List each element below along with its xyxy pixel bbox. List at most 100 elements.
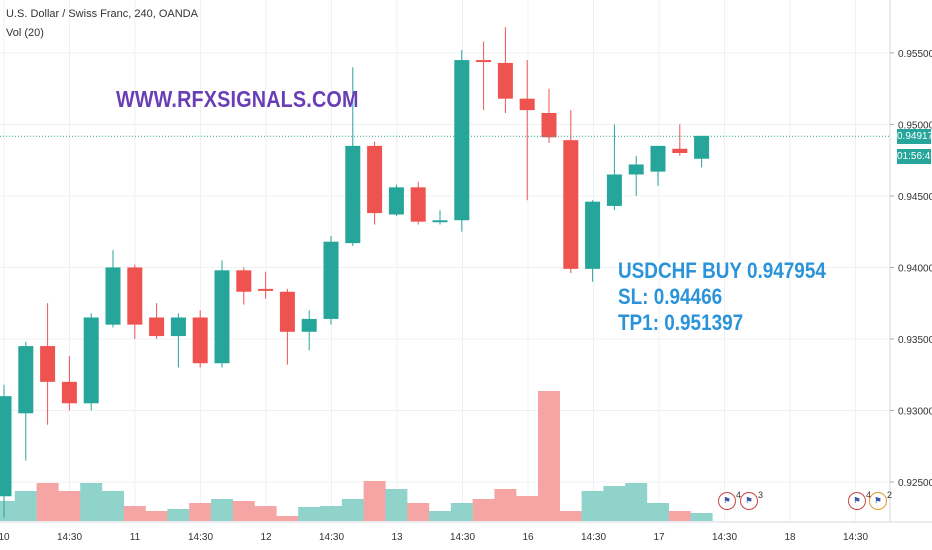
volume-bar xyxy=(0,501,15,521)
volume-bar xyxy=(145,511,168,521)
candle-body xyxy=(18,346,34,414)
volume-bar xyxy=(14,491,37,521)
candle-body xyxy=(606,174,622,206)
volume-bar xyxy=(320,506,342,521)
candle-body xyxy=(345,145,361,244)
volume-bar xyxy=(123,506,146,521)
symbol-title[interactable]: U.S. Dollar / Swiss Franc, 240, OANDA xyxy=(6,8,198,20)
candle-body xyxy=(454,60,470,221)
x-tick-label: 14:30 xyxy=(843,532,868,543)
volume-bar xyxy=(647,503,669,521)
volume-bar xyxy=(341,499,364,521)
candle-body xyxy=(650,145,666,172)
volume-bar xyxy=(298,507,321,521)
volume-bar xyxy=(603,486,626,521)
x-tick-label: 10 xyxy=(0,532,10,543)
volume-bar xyxy=(668,511,691,521)
x-tick-label: 16 xyxy=(522,532,534,543)
bar-countdown-tag: 01:56:49 xyxy=(897,149,932,164)
candle-body xyxy=(192,317,208,364)
volume-bar xyxy=(363,481,386,521)
candle-body xyxy=(83,317,99,404)
candlesticks xyxy=(0,27,710,518)
volume-bar xyxy=(189,503,212,521)
x-tick-label: 12 xyxy=(260,532,272,543)
x-tick-label: 17 xyxy=(653,532,665,543)
candle-body xyxy=(541,112,557,138)
economic-event-flag-icon[interactable]: ⚑ 3 xyxy=(740,490,763,510)
volume-bars xyxy=(0,391,713,521)
candle-body xyxy=(214,270,230,364)
volume-bar xyxy=(211,499,233,521)
volume-bar xyxy=(167,509,190,521)
volume-bar xyxy=(581,491,604,521)
event-count: 2 xyxy=(886,490,892,500)
volume-bar xyxy=(254,506,277,521)
candle-body xyxy=(367,145,383,214)
volume-bar xyxy=(58,491,81,521)
volume-bar xyxy=(80,483,103,521)
y-tick-label: 0.93500 xyxy=(898,335,932,346)
candle-body xyxy=(432,220,448,223)
x-tick-label: 14:30 xyxy=(581,532,606,543)
volume-bar xyxy=(407,503,430,521)
candle-body xyxy=(301,318,317,332)
volume-bar xyxy=(102,491,124,521)
candle-body xyxy=(61,381,77,404)
x-tick-label: 14:30 xyxy=(57,532,82,543)
x-tick-label: 11 xyxy=(130,532,141,543)
candle-body xyxy=(563,140,579,269)
event-count: 4 xyxy=(865,490,871,500)
last-price-tag: 0.94917 xyxy=(897,129,932,144)
volume-bar xyxy=(625,483,648,521)
volume-bar xyxy=(494,489,517,521)
volume-bar xyxy=(429,511,451,521)
x-tick-label: 14:30 xyxy=(450,532,475,543)
x-tick-label: 14:30 xyxy=(188,532,213,543)
y-tick-label: 0.93000 xyxy=(898,406,932,417)
candle-body xyxy=(694,135,710,159)
volume-bar xyxy=(516,496,539,521)
candle-body xyxy=(236,270,252,292)
volume-bar xyxy=(385,489,408,521)
watermark-text: WWW.RFXSIGNALS.COM xyxy=(116,86,359,112)
candle-body xyxy=(149,317,165,337)
volume-bar xyxy=(538,391,560,521)
volume-bar xyxy=(232,501,255,521)
candle-body xyxy=(279,291,295,332)
y-tick-label: 0.95500 xyxy=(898,49,932,60)
candle-body xyxy=(497,62,513,99)
economic-event-flag-icon[interactable]: ⚑ 4 xyxy=(718,490,741,510)
y-tick-label: 0.95000 xyxy=(898,120,932,131)
candle-body xyxy=(628,164,644,175)
volume-indicator-label[interactable]: Vol (20) xyxy=(6,27,44,39)
candle-body xyxy=(258,288,274,291)
candle-body xyxy=(105,267,121,325)
x-tick-label: 13 xyxy=(391,532,403,543)
candle-body xyxy=(585,201,601,269)
x-tick-label: 14:30 xyxy=(319,532,344,543)
candle-body xyxy=(672,148,688,154)
signal-entry: USDCHF BUY 0.947954 xyxy=(618,258,826,283)
x-tick-label: 18 xyxy=(784,532,796,543)
price-axis[interactable]: 0.95500 0.95000 0.94500 0.94000 0.93500 0.930… xyxy=(890,49,932,489)
candle-body xyxy=(388,187,404,215)
candle-body xyxy=(476,60,492,63)
candle-body xyxy=(40,346,56,382)
economic-event-flag-icon[interactable]: ⚑ 2 xyxy=(869,490,892,510)
event-count: 3 xyxy=(757,490,763,500)
volume-bar xyxy=(450,503,473,521)
y-tick-label: 0.94000 xyxy=(898,263,932,274)
candle-body xyxy=(127,267,143,325)
candle-body xyxy=(410,187,426,222)
volume-bar xyxy=(36,483,59,521)
signal-stop-loss: SL: 0.94466 xyxy=(618,284,723,309)
candle-body xyxy=(170,317,186,337)
y-tick-label: 0.94500 xyxy=(898,192,932,203)
volume-bar xyxy=(276,516,299,521)
y-tick-label: 0.92500 xyxy=(898,478,932,489)
economic-event-flag-icon[interactable]: ⚑ 4 xyxy=(848,490,871,510)
time-axis[interactable]: 10 14:30 11 14:30 12 14:30 13 14:30 16 14:30 17 14:… xyxy=(0,532,868,543)
volume-bar xyxy=(559,511,582,521)
